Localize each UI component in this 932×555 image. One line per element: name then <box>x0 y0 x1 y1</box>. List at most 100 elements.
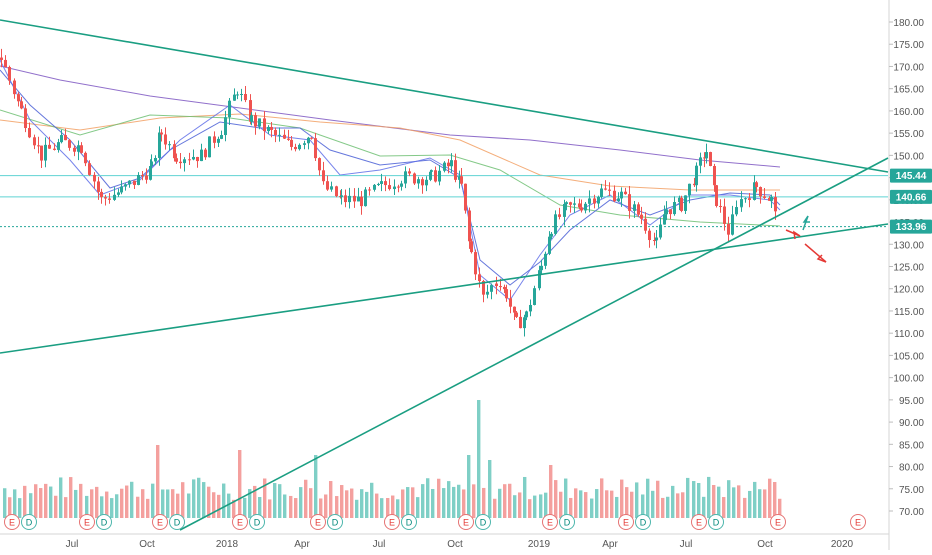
event-marker-label: E <box>9 518 15 528</box>
volume-bar <box>39 488 43 518</box>
event-marker-label: E <box>463 518 469 528</box>
candle-body <box>77 145 80 152</box>
volume-bar <box>763 489 767 518</box>
dividend-marker <box>708 514 724 530</box>
candle-body <box>513 306 516 313</box>
candle-body <box>4 59 7 67</box>
volume-bar <box>482 487 486 518</box>
y-tick-label: 80.00 <box>899 463 924 474</box>
event-marker-label: D <box>332 518 339 528</box>
volume-bar <box>156 445 160 518</box>
event-marker-label: D <box>26 518 33 528</box>
volume-bar <box>630 491 634 518</box>
dividend-marker <box>327 514 343 530</box>
volume-bar <box>375 493 379 518</box>
candle-body <box>443 162 446 171</box>
candle-body <box>447 162 450 167</box>
candle-body <box>388 185 391 190</box>
volume-bar <box>299 487 303 518</box>
price-label-box <box>890 189 932 204</box>
candle-body <box>233 94 236 101</box>
y-tick-label: 160.00 <box>893 107 924 118</box>
volume-bar <box>110 498 114 518</box>
dividend-marker <box>249 514 265 530</box>
candle-body <box>770 197 773 201</box>
candle-body <box>220 135 223 139</box>
volume-bar <box>508 483 512 518</box>
candle-body <box>154 157 157 162</box>
candle-body <box>519 316 522 329</box>
candle-body <box>40 145 43 161</box>
y-tick-label: 120.00 <box>893 285 924 296</box>
candle-body <box>430 170 433 172</box>
volume-bar <box>758 489 762 518</box>
volume-bar <box>370 482 374 518</box>
candle-body <box>663 214 666 225</box>
volume-bar <box>3 488 7 518</box>
candle-body <box>240 93 243 95</box>
volume-bar <box>737 485 741 518</box>
y-tick-label: 110.00 <box>894 329 924 340</box>
y-tick-label: 130.00 <box>893 240 924 251</box>
candle-body <box>755 182 758 188</box>
volume-bar <box>768 478 772 518</box>
event-marker-label: D <box>480 518 487 528</box>
volume-bar <box>115 494 119 518</box>
projection-arrows <box>785 215 827 263</box>
candle-body <box>578 203 581 208</box>
candle-body <box>244 93 247 101</box>
volume-bar <box>18 498 22 518</box>
candle-body <box>731 214 734 235</box>
candle-body <box>373 184 376 190</box>
volume-bar <box>401 489 405 518</box>
candle-body <box>655 237 658 241</box>
volume-bar <box>437 478 441 518</box>
candle-body <box>515 312 518 317</box>
candle-body <box>330 186 333 190</box>
event-marker-label: E <box>547 518 553 528</box>
candle-body <box>133 180 136 185</box>
y-tick-label: 155.00 <box>893 129 924 140</box>
candle-body <box>727 223 730 235</box>
volume-bar <box>773 482 777 518</box>
volume-bar <box>539 494 543 518</box>
volume-bar <box>615 496 619 518</box>
candle-body <box>604 188 607 190</box>
candle-body <box>550 233 553 237</box>
moving-average-line <box>0 109 781 227</box>
candle-body <box>478 274 481 282</box>
candle-body <box>213 136 216 143</box>
candle-body <box>617 198 620 202</box>
volume-bar <box>579 490 583 518</box>
candle-body <box>384 181 387 186</box>
candle-body <box>529 304 532 312</box>
candle-body <box>659 224 662 238</box>
volume-bar <box>528 499 532 518</box>
candle-body <box>48 144 51 149</box>
candle-body <box>263 118 266 132</box>
candle-body <box>393 186 396 190</box>
volume-bar <box>452 486 456 518</box>
candle-body <box>759 187 762 197</box>
candle-body <box>160 132 163 135</box>
candle-body <box>637 204 640 215</box>
candle-body <box>188 159 191 161</box>
x-tick-label: Oct <box>757 539 773 550</box>
candle-body <box>168 144 171 146</box>
volume-bar <box>202 482 206 518</box>
projection-arrowhead <box>816 254 827 263</box>
candle-body <box>648 230 651 241</box>
volume-bar <box>651 490 655 518</box>
event-marker-label: D <box>640 518 647 528</box>
x-tick-label: 2020 <box>831 539 854 550</box>
candle-body <box>464 183 467 211</box>
dividend-marker <box>475 514 491 530</box>
volume-bar <box>335 496 339 518</box>
volume-bar <box>207 486 211 518</box>
candle-body <box>37 145 40 147</box>
volume-bar <box>564 478 568 518</box>
candle-body <box>563 203 566 217</box>
volume-bar <box>625 487 629 518</box>
earnings-marker <box>850 514 866 530</box>
